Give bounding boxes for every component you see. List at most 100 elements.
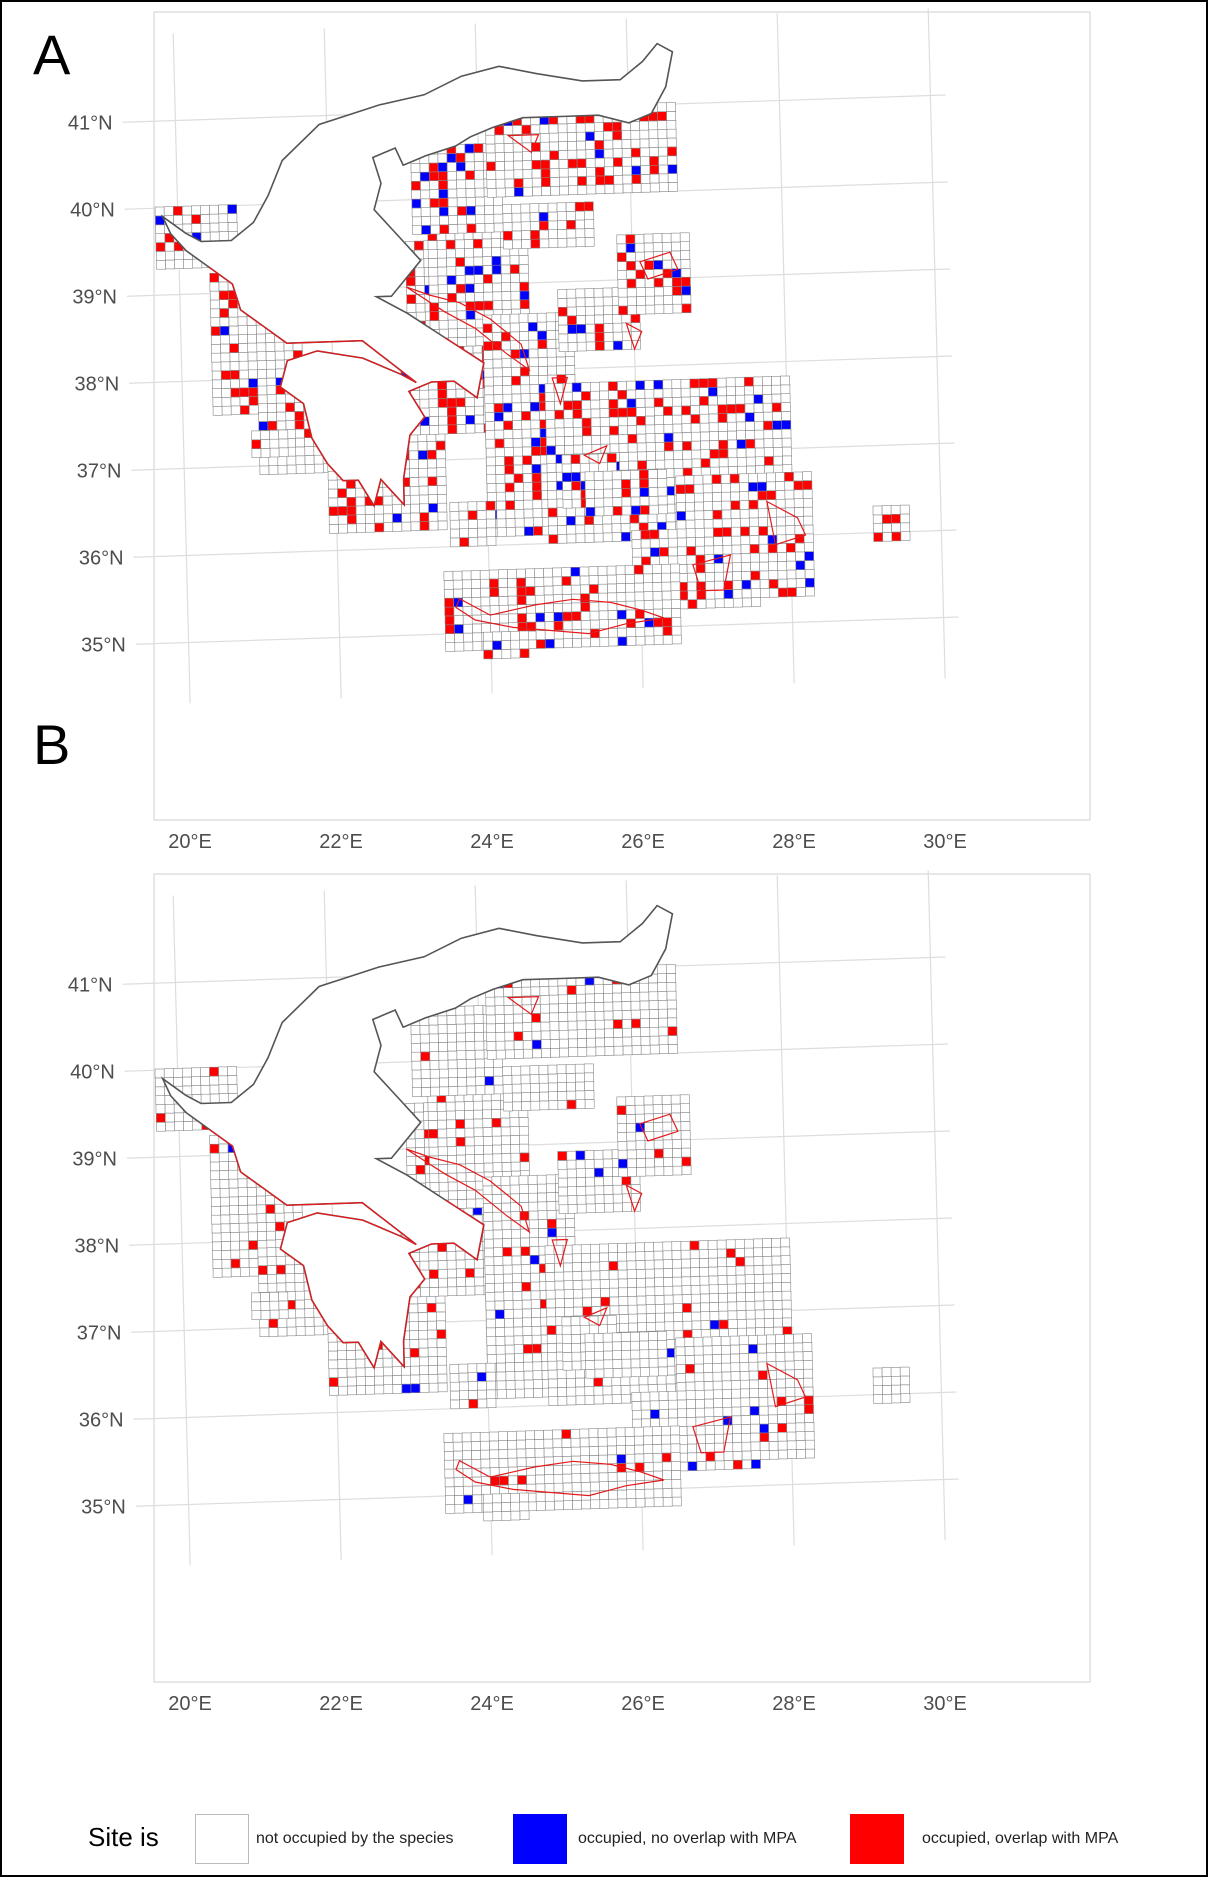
site-cell [510, 630, 520, 641]
site-cell [436, 476, 447, 486]
site-cell [513, 178, 524, 188]
site-cell [749, 526, 759, 536]
site-cell [522, 1326, 533, 1336]
site-cell [696, 590, 707, 600]
site-cell [458, 510, 469, 521]
site-cell [494, 1282, 504, 1293]
site-cell [545, 638, 555, 649]
site-cell [567, 1003, 577, 1013]
site-cell [690, 405, 700, 415]
site-cell [749, 543, 760, 554]
site-cell [522, 473, 533, 483]
site-cell [427, 1320, 437, 1331]
site-cell [495, 474, 506, 484]
site-cell [546, 1201, 557, 1211]
site-cell [511, 212, 522, 223]
site-cell [455, 161, 466, 172]
site-cell [528, 1219, 539, 1229]
site-cell [435, 1302, 446, 1313]
site-cell [721, 500, 732, 511]
site-cell [438, 1277, 448, 1288]
site-cell [209, 1134, 220, 1145]
site-cell [536, 312, 547, 323]
site-cell [449, 519, 460, 530]
site-cell [547, 211, 558, 222]
site-cell [657, 120, 668, 130]
site-cell [520, 1237, 530, 1248]
site-cell [209, 1084, 220, 1095]
site-cell [758, 543, 769, 554]
site-cell [448, 1190, 458, 1200]
site-cell [565, 202, 576, 212]
site-cell [690, 1258, 700, 1268]
site-cell [657, 477, 668, 488]
site-cell [563, 1289, 574, 1299]
site-cell [654, 295, 664, 306]
site-cell [634, 242, 645, 253]
site-cell [635, 635, 646, 646]
site-cell [618, 305, 628, 316]
site-cell [414, 240, 424, 251]
site-cell [494, 1300, 505, 1311]
site-cell [515, 1388, 525, 1399]
site-cell [716, 1248, 727, 1259]
site-cell [652, 242, 663, 252]
site-cell [522, 1308, 532, 1319]
site-cell [428, 1120, 438, 1130]
site-cell [523, 1048, 533, 1059]
site-cell [484, 223, 495, 233]
site-cell [549, 177, 560, 187]
site-cell [454, 239, 465, 250]
site-cell [454, 624, 464, 634]
site-cell [539, 238, 550, 249]
site-cell [475, 1067, 485, 1078]
site-cell [486, 492, 497, 502]
site-cell [512, 1308, 523, 1319]
site-cell [639, 120, 649, 131]
site-cell [606, 565, 617, 576]
site-cell [278, 429, 289, 440]
site-cell [538, 1228, 548, 1238]
site-cell [227, 1075, 238, 1085]
site-cell [644, 1259, 655, 1270]
site-cell [712, 492, 722, 502]
site-cell [653, 397, 664, 408]
site-cell [419, 1260, 430, 1271]
site-cell [278, 438, 289, 449]
site-cell [718, 1301, 729, 1312]
site-cell [549, 1012, 560, 1023]
site-cell [474, 1276, 485, 1287]
site-cell [239, 1240, 250, 1251]
site-cell [593, 480, 604, 490]
site-cell [200, 1085, 211, 1095]
site-cell [484, 394, 495, 404]
site-cell [687, 590, 698, 600]
site-cell [581, 399, 592, 410]
site-cell [882, 531, 893, 542]
site-cell [512, 125, 523, 135]
site-cell [600, 1296, 611, 1307]
site-cell [675, 493, 686, 503]
site-cell [522, 1022, 533, 1032]
site-cell [492, 1229, 503, 1240]
site-cell [718, 439, 729, 450]
site-cell [676, 1364, 686, 1374]
site-cell [735, 1256, 746, 1267]
site-cell [618, 1314, 629, 1324]
site-cell [558, 1177, 568, 1188]
site-cell [554, 638, 564, 649]
site-cell [505, 526, 516, 537]
site-cell [663, 1268, 673, 1278]
site-cell [239, 378, 250, 389]
site-cell [437, 1146, 448, 1156]
site-cell [602, 1376, 613, 1387]
site-cell [744, 1256, 755, 1267]
site-cell [436, 1347, 447, 1357]
site-cell [505, 518, 516, 528]
site-cell [438, 180, 449, 190]
site-cell [374, 513, 384, 524]
site-cell [210, 299, 220, 310]
site-cell [228, 325, 239, 336]
site-cell [627, 1167, 637, 1177]
site-cell [447, 1032, 457, 1043]
